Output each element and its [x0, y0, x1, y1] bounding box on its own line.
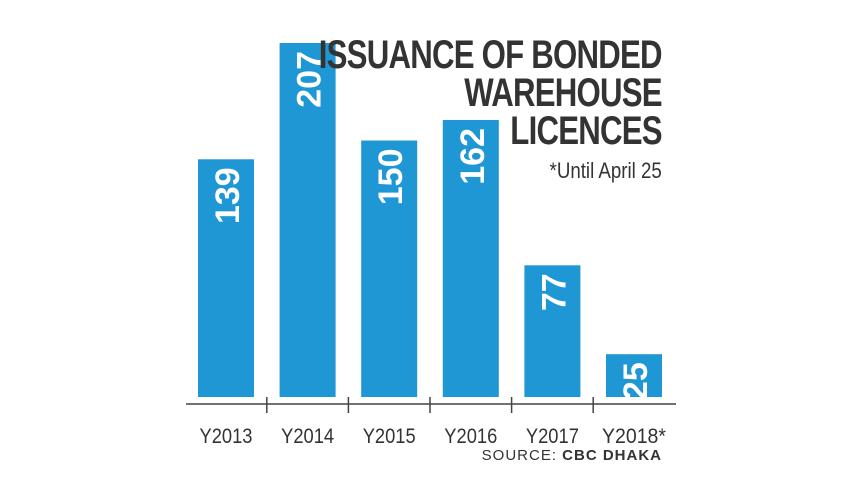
chart-note: *Until April 25 [549, 158, 662, 183]
x-axis: Y2013 Y2014 Y2015 Y2016 Y2017 Y2018* [186, 397, 676, 448]
source-name: CBC DHAKA [562, 447, 662, 464]
data-label: 207 [291, 51, 329, 108]
x-tick-label: Y2018* [602, 425, 666, 448]
bar-y2016 [442, 120, 499, 397]
chart-title: ISSUANCE OF BONDED WAREHOUSE LICENCES *U… [222, 33, 663, 184]
bar-y2018 [606, 354, 662, 397]
source-prefix: SOURCE: [481, 447, 557, 464]
x-tick-label: Y2013 [200, 425, 253, 448]
title-line-1: ISSUANCE OF BONDED [318, 33, 663, 77]
data-label: 77 [535, 273, 573, 311]
bar-y2017 [524, 265, 581, 397]
data-label: 162 [454, 128, 492, 185]
title-line-2: WAREHOUSE [464, 71, 662, 115]
data-label: 139 [209, 167, 247, 224]
bar-y2014 [279, 43, 336, 397]
bars-layer [198, 43, 662, 397]
title-line-3: LICENCES [510, 109, 662, 153]
x-tick-label: Y2014 [281, 425, 334, 448]
data-label: 25 [617, 362, 655, 400]
bar-y2013 [198, 159, 254, 397]
x-tick-label: Y2016 [444, 425, 497, 448]
x-tick-label: Y2017 [526, 425, 579, 448]
x-tick-label: Y2015 [363, 425, 416, 448]
source-credit: SOURCE: CBC DHAKA [482, 447, 662, 464]
data-label: 150 [372, 149, 410, 206]
bar-y2015 [361, 140, 418, 397]
data-labels-layer: 139 207 150 162 77 25 [209, 51, 655, 400]
